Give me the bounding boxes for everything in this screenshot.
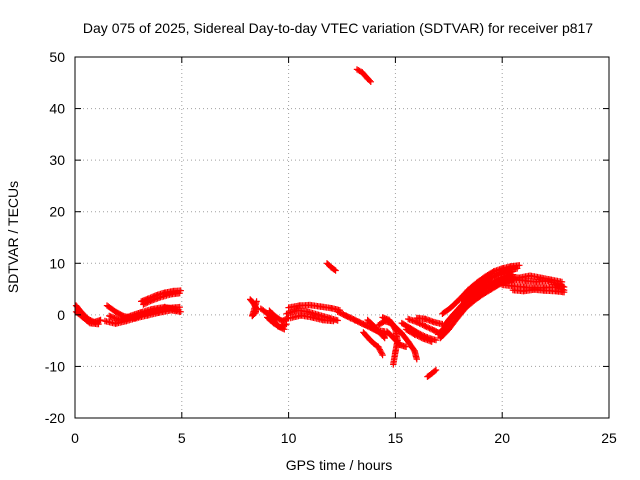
y-tick-label: 50 [49,49,65,65]
data-point [426,325,433,332]
x-tick-label: 15 [388,430,404,446]
data-point [364,323,371,330]
data-point [145,298,153,305]
y-tick-label: -10 [45,358,65,374]
x-tick-label: 0 [71,430,79,446]
chart-title: Day 075 of 2025, Sidereal Day-to-day VTE… [83,20,593,36]
x-tick-label: 5 [178,430,186,446]
data-point [558,278,566,286]
x-axis-label: GPS time / hours [286,457,393,473]
data-point [509,268,517,275]
data-point [431,367,439,375]
data-point [375,345,383,352]
data-point [363,322,370,329]
data-point [423,323,430,331]
data-point [341,312,348,319]
y-tick-label: -20 [45,410,65,426]
data-point [491,273,498,280]
data-point [366,77,373,84]
x-tick-label: 20 [494,430,510,446]
data-point [147,297,154,305]
data-point [330,317,337,325]
data-point [345,314,353,321]
data-point [560,289,568,296]
data-point [381,334,388,342]
data-point [354,318,361,325]
data-point [414,332,421,339]
data-point [378,350,386,357]
data-point [350,316,357,323]
data-point [485,275,492,283]
y-axis-label: SDTVAR / TECUs [5,181,21,293]
data-point [357,319,364,326]
y-tick-label: 40 [49,101,65,117]
data-point [337,309,344,317]
data-point [331,266,338,273]
data-point [95,320,102,328]
data-point [348,315,356,322]
y-tick-label: 10 [49,255,65,271]
data-point [380,333,387,341]
data-point [417,334,424,341]
data-point [144,299,151,306]
plot-frame [74,56,610,419]
y-tick-label: 0 [57,307,65,323]
data-point [355,318,363,326]
data-point [332,267,339,274]
data-point [340,311,347,318]
data-point [367,78,374,85]
data-point [484,276,491,283]
data-point [334,308,341,315]
data-points [72,66,568,380]
data-point [432,366,440,374]
data-point [485,282,492,289]
data-point [425,324,432,331]
data-point [422,323,429,330]
data-point [412,331,420,339]
data-point [390,361,397,368]
x-tick-label: 10 [281,430,297,446]
data-point [488,280,495,288]
data-point [413,356,420,363]
data-point [379,351,386,359]
data-point [486,275,494,282]
data-point [486,281,494,288]
data-point [419,321,426,328]
data-point [514,265,521,272]
data-point [375,343,382,350]
data-point [176,290,183,297]
data-point [415,333,423,340]
data-point [253,298,260,305]
data-point [351,316,358,324]
data-point [143,300,150,307]
data-point [141,300,148,308]
data-point [489,280,497,287]
data-point [344,313,351,320]
data-point [365,323,373,331]
data-point [402,343,410,350]
data-point [97,316,104,324]
axis-ticks: 0 5 10 15 20 25 -20 -10 0 10 20 30 40 50 [45,49,617,446]
data-point [420,322,428,329]
data-point [418,334,425,342]
y-tick-label: 30 [49,152,65,168]
data-point [360,320,367,328]
data-point [428,338,435,345]
data-point [488,274,495,281]
grid [75,57,609,418]
data-point [417,320,425,328]
data-point [174,306,181,313]
data-point [343,312,350,320]
data-point [378,349,385,356]
data-point [338,310,346,317]
data-point [361,321,368,328]
data-point [353,317,360,324]
data-point [432,336,440,344]
x-tick-label: 25 [601,430,617,446]
y-tick-label: 20 [49,204,65,220]
